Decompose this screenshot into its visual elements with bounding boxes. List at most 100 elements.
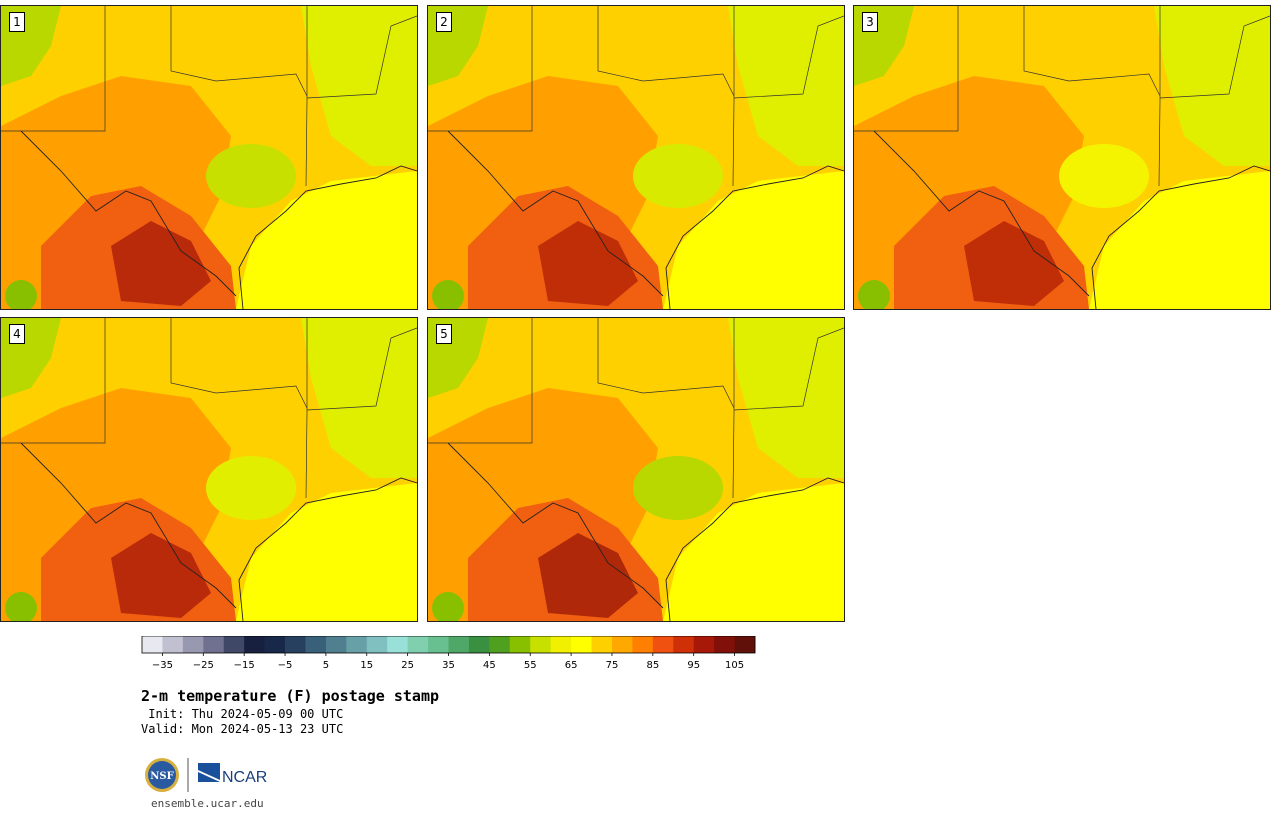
temperature-map-4 — [1, 318, 417, 621]
temperature-map-1 — [1, 6, 417, 309]
colorbar-swatch — [428, 636, 449, 653]
mountain-cool-field — [5, 280, 37, 309]
state-border — [597, 6, 735, 97]
colorbar-swatch — [285, 636, 306, 653]
stamp-panel-1: 1 — [0, 5, 418, 310]
colorbar-tick-label: −35 — [152, 660, 173, 671]
figure-title: 2-m temperature (F) postage stamp — [141, 687, 440, 705]
state-border — [597, 318, 735, 409]
colorbar-swatch — [571, 636, 592, 653]
stamp-panel-2: 2 — [427, 5, 845, 310]
stamp-panel-5: 5 — [427, 317, 845, 622]
nsf-ncar-logo: NSF NCAR — [145, 758, 267, 792]
country-border — [447, 130, 664, 297]
valid-time: Valid: Mon 2024-05-13 23 UTC — [141, 722, 344, 736]
coastline — [665, 477, 844, 621]
colorbar-swatch — [346, 636, 368, 653]
cool-center-field — [633, 144, 723, 208]
colorbar-swatch — [693, 636, 715, 653]
colorbar-swatch — [142, 636, 163, 653]
state-border — [306, 327, 417, 411]
member-label: 2 — [436, 12, 452, 32]
state-border — [1158, 6, 1161, 187]
colorbar-swatch — [223, 636, 245, 653]
coastline — [1091, 165, 1270, 309]
colorbar-swatch — [325, 636, 347, 653]
coastline — [238, 165, 417, 309]
east-cool-field — [301, 318, 417, 478]
colorbar-swatch — [264, 636, 286, 653]
colorbar-swatch — [182, 636, 204, 653]
state-border — [854, 6, 959, 132]
hot-core-field — [538, 533, 638, 618]
colorbar-tick-label: −15 — [234, 660, 255, 671]
east-cool-field — [728, 318, 844, 478]
east-cool-field — [301, 6, 417, 166]
colorbar-tick-label: 105 — [725, 660, 744, 671]
colorbar-swatch — [530, 636, 552, 653]
country-border — [20, 442, 237, 609]
state-border — [428, 6, 533, 132]
country-border — [20, 130, 237, 297]
colorbar-tick-label: 25 — [401, 660, 414, 671]
colorbar-swatch — [448, 636, 470, 653]
state-border — [170, 6, 308, 97]
member-label: 5 — [436, 324, 452, 344]
colorbar-swatch — [162, 636, 184, 653]
state-border — [1, 6, 106, 132]
colorbar-swatch — [489, 636, 511, 653]
hot-core-field — [964, 221, 1064, 306]
mountain-cool-field — [858, 280, 890, 309]
cool-center-field — [206, 456, 296, 520]
cool-center-field — [633, 456, 723, 520]
colorbar-swatch — [591, 636, 613, 653]
nsf-logo-text: NSF — [150, 771, 173, 782]
state-border — [305, 318, 308, 499]
east-cool-field — [728, 6, 844, 166]
state-border — [306, 15, 417, 99]
colorbar-tick-label: −5 — [278, 660, 293, 671]
colorbar-tick-label: 55 — [524, 660, 537, 671]
colorbar-tick-label: 75 — [606, 660, 619, 671]
state-border — [733, 15, 844, 99]
hot-core-field — [111, 221, 211, 306]
colorbar-swatch — [203, 636, 225, 653]
colorbar-tick-label: 35 — [442, 660, 455, 671]
colorbar-tick-label: 85 — [646, 660, 659, 671]
temperature-map-2 — [428, 6, 844, 309]
member-label: 1 — [9, 12, 25, 32]
colorbar-tick-label: 95 — [687, 660, 700, 671]
member-label: 3 — [862, 12, 878, 32]
colorbar-swatch — [652, 636, 674, 653]
ncar-logo-text: NCAR — [222, 769, 267, 786]
hot-core-field — [538, 221, 638, 306]
state-border — [1, 318, 106, 444]
colorbar-tick-label: −25 — [193, 660, 214, 671]
east-cool-field — [1154, 6, 1270, 166]
colorbar-swatch — [468, 636, 490, 653]
mountain-cool-field — [5, 592, 37, 621]
temperature-map-5 — [428, 318, 844, 621]
colorbar-swatch — [305, 636, 327, 653]
temperature-colorbar: −35−25−15−55152535455565758595105115 — [141, 636, 756, 671]
colorbar-swatch — [734, 636, 756, 653]
country-border — [873, 130, 1090, 297]
colorbar-swatch — [611, 636, 633, 653]
colorbar-swatch — [673, 636, 695, 653]
cool-center-field — [206, 144, 296, 208]
colorbar-swatch — [366, 636, 388, 653]
state-border — [428, 318, 533, 444]
member-label: 4 — [9, 324, 25, 344]
state-border — [732, 318, 735, 499]
colorbar-swatch — [550, 636, 572, 653]
mountain-cool-field — [432, 592, 464, 621]
state-border — [170, 318, 308, 409]
stamp-panel-3: 3 — [853, 5, 1271, 310]
colorbar-swatch — [509, 636, 531, 653]
colorbar-tick-label: 5 — [323, 660, 329, 671]
init-time: Init: Thu 2024-05-09 00 UTC — [141, 707, 344, 721]
state-border — [732, 6, 735, 187]
coastline — [665, 165, 844, 309]
hot-core-field — [111, 533, 211, 618]
colorbar-swatch — [632, 636, 654, 653]
